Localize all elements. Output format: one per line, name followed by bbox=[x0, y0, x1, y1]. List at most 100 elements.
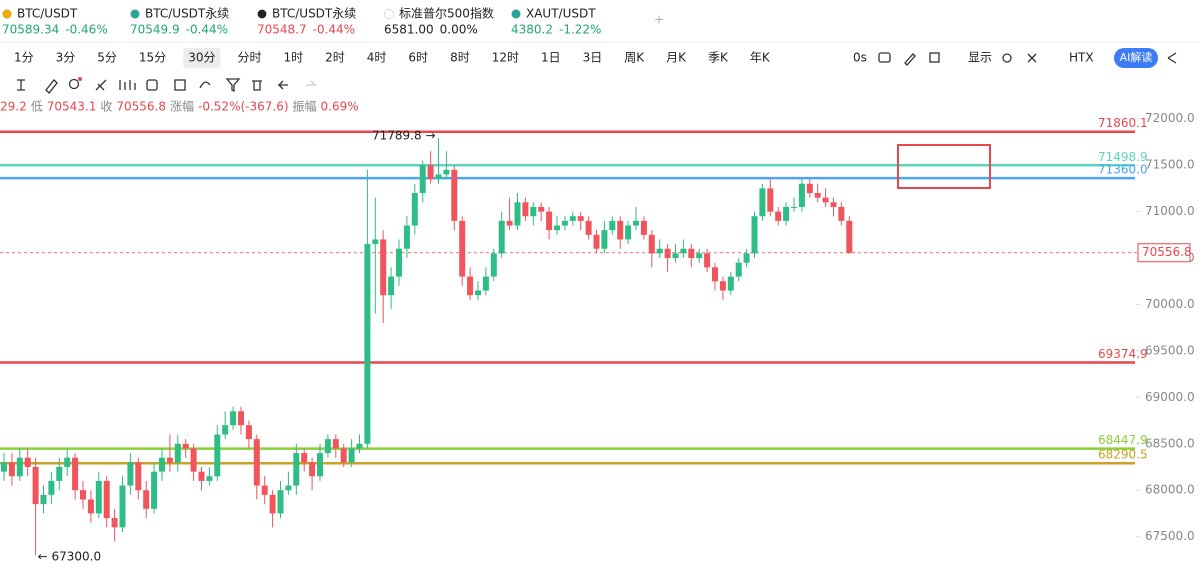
timeframe-button[interactable]: 1分 bbox=[14, 51, 34, 65]
timeframe-button[interactable]: 周K bbox=[624, 51, 645, 65]
candle-body bbox=[190, 448, 197, 472]
timeframe-button[interactable]: 季K bbox=[708, 51, 729, 65]
timeframe-button[interactable]: 12时 bbox=[492, 51, 519, 65]
icon[interactable] bbox=[929, 52, 940, 63]
candle-body bbox=[87, 499, 94, 514]
pen[interactable] bbox=[904, 53, 916, 66]
timeframe-button[interactable]: 30分 bbox=[188, 51, 215, 65]
info-text: 70556.8 bbox=[116, 100, 166, 114]
candle-body bbox=[704, 253, 711, 268]
candle-body bbox=[625, 225, 632, 240]
candle-body bbox=[135, 462, 142, 491]
timeframe-selected bbox=[183, 48, 221, 68]
candle-body bbox=[656, 248, 663, 254]
candle-body bbox=[293, 453, 300, 486]
ticker-name: BTC/USDT永续 bbox=[272, 7, 356, 21]
candle-body bbox=[348, 448, 355, 463]
info-text: 0.69% bbox=[321, 100, 359, 114]
timeframe-button[interactable]: 2时 bbox=[325, 51, 345, 65]
candle-body bbox=[159, 457, 165, 472]
undo[interactable] bbox=[277, 80, 288, 90]
candle-body bbox=[838, 206, 845, 221]
level-label: 71860.1 bbox=[1098, 116, 1148, 130]
candle-body bbox=[601, 230, 608, 249]
ticker-price: 6581.00 bbox=[384, 23, 434, 37]
candle-body bbox=[103, 480, 110, 519]
timeframe-button[interactable]: 4时 bbox=[367, 51, 387, 65]
redo[interactable] bbox=[306, 80, 317, 86]
candle-body bbox=[806, 183, 813, 194]
settings[interactable] bbox=[1002, 53, 1012, 63]
candle-body bbox=[95, 480, 102, 514]
candle-body bbox=[56, 466, 63, 481]
candle-body bbox=[411, 193, 418, 226]
tool-icon[interactable] bbox=[17, 79, 25, 91]
ticker-price: 70589.34 bbox=[2, 23, 59, 37]
ticker-change: -0.44% bbox=[186, 23, 228, 37]
tool-icon[interactable] bbox=[95, 79, 107, 91]
candle-body bbox=[64, 457, 71, 467]
candle-body bbox=[111, 518, 118, 528]
ticker-icon bbox=[130, 9, 140, 19]
timeframe-button[interactable]: 1日 bbox=[541, 51, 561, 65]
timeframe-button[interactable]: 月K bbox=[666, 51, 687, 65]
candle-body bbox=[791, 206, 797, 208]
tool-icon[interactable] bbox=[199, 81, 211, 89]
ticker-change: -0.46% bbox=[65, 23, 107, 37]
candle-body bbox=[364, 244, 371, 444]
candle-body bbox=[427, 165, 434, 180]
ai-button-bg[interactable] bbox=[1114, 48, 1158, 68]
level-label: 71360.0 bbox=[1098, 163, 1148, 177]
timeframe-button[interactable]: 分时 bbox=[237, 51, 261, 65]
candle-body bbox=[143, 490, 150, 509]
tool-icon[interactable] bbox=[225, 78, 241, 93]
timeframe-button[interactable]: 6时 bbox=[408, 51, 428, 65]
tool-icon[interactable] bbox=[174, 79, 186, 91]
candle-body bbox=[814, 193, 821, 198]
tool-icon[interactable] bbox=[119, 80, 136, 90]
tool-icon[interactable] bbox=[45, 79, 58, 94]
ticker-icon bbox=[511, 9, 521, 19]
candle-body bbox=[253, 439, 260, 486]
y-tick-label: 67500.0 bbox=[1145, 529, 1195, 543]
candle-body bbox=[546, 211, 553, 231]
candle-body bbox=[719, 281, 726, 291]
display-button[interactable]: 显示 bbox=[968, 51, 992, 65]
timeframe-button[interactable]: 年K bbox=[750, 51, 771, 65]
candle-body bbox=[72, 457, 79, 491]
ticker-icon bbox=[257, 9, 267, 19]
timeframe-button[interactable]: 8时 bbox=[450, 51, 470, 65]
candle-body bbox=[269, 494, 276, 514]
y-tick-label: 72000.0 bbox=[1145, 111, 1195, 125]
exchange-select[interactable]: HTX bbox=[1069, 51, 1094, 65]
countdown: 0s bbox=[853, 51, 867, 65]
candle-body bbox=[680, 248, 687, 254]
ticker-name: BTC/USDT bbox=[17, 7, 78, 21]
timeframe-button[interactable]: 3分 bbox=[56, 51, 76, 65]
candle-body bbox=[672, 253, 679, 259]
timeframe-button[interactable]: 1时 bbox=[284, 51, 304, 65]
candle-body bbox=[498, 220, 505, 254]
timeframe-button[interactable]: 3日 bbox=[583, 51, 603, 65]
candle-body bbox=[443, 169, 450, 175]
level-label: 68290.5 bbox=[1098, 448, 1148, 462]
share[interactable] bbox=[1167, 52, 1177, 64]
camera[interactable] bbox=[878, 52, 891, 63]
last-price-label: 70556.8 bbox=[1142, 245, 1192, 259]
candle-body bbox=[403, 225, 410, 249]
fullscreen[interactable] bbox=[1027, 53, 1037, 63]
candle-body bbox=[127, 462, 134, 486]
timeframe-button[interactable]: 5分 bbox=[97, 51, 117, 65]
add-tab[interactable]: + bbox=[654, 13, 664, 27]
candle-body bbox=[569, 216, 576, 221]
ai-button[interactable]: AI解读 bbox=[1120, 50, 1153, 64]
ticker-change: 0.00% bbox=[440, 23, 478, 37]
tool-icon[interactable] bbox=[68, 78, 80, 90]
timeframe-button[interactable]: 15分 bbox=[139, 51, 166, 65]
tool-icon[interactable] bbox=[252, 80, 262, 91]
candle-body bbox=[340, 448, 347, 463]
tool-icon[interactable] bbox=[146, 79, 158, 91]
candle-body bbox=[648, 234, 655, 254]
candle-body bbox=[206, 476, 213, 481]
candle-body bbox=[822, 197, 829, 203]
